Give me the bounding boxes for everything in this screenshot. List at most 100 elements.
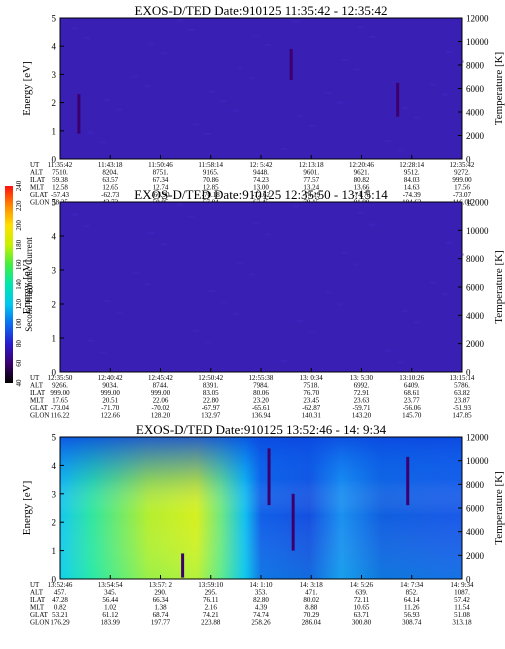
orbit-cell: 290.: [154, 589, 167, 597]
orbit-cell: -74.19: [302, 191, 321, 199]
orbit-cell: -62.73: [101, 191, 120, 199]
orbit-table: UT 12:35:50 12:40:42 12:45:42 12:50:42 12:55:…: [30, 374, 475, 420]
orbit-cell: 9448.: [253, 169, 269, 177]
y-right-tick-label: 6000: [466, 283, 485, 293]
orbit-row-label: GLAT: [30, 191, 49, 199]
orbit-cell: 23.87: [454, 397, 470, 405]
heatmap-texture-cell: [325, 91, 332, 94]
heatmap-overlay: [60, 437, 462, 579]
heatmap-texture-cell: [208, 289, 215, 292]
heatmap-texture-cell: [88, 131, 95, 134]
heatmap-texture: [60, 202, 464, 364]
heatmap-texture: [60, 18, 464, 152]
orbit-cell: 457.: [54, 589, 67, 597]
heatmap-texture-cell: [132, 75, 139, 78]
heatmap-texture-cell: [160, 243, 167, 246]
orbit-cell: 13.24: [303, 184, 319, 192]
heatmap-texture-cell: [369, 223, 376, 226]
heatmap-texture-cell: [265, 233, 272, 236]
orbit-cell: 76.70: [303, 389, 319, 397]
orbit-cell: 999.00: [50, 389, 70, 397]
orbit-cell: 12:13:18: [299, 161, 324, 169]
y-right-tick-label: 0: [466, 155, 471, 165]
heatmap-fill: [60, 202, 462, 372]
y-right-tick-label: 8000: [466, 480, 485, 490]
y-right-tick-label: 12000: [466, 14, 489, 24]
orbit-cell: 4.39: [255, 604, 268, 612]
heatmap-texture-cell: [176, 19, 183, 22]
y-right-tick-label: 8000: [466, 61, 485, 71]
orbit-cell: 258.26: [251, 619, 271, 627]
orbit-cell: -66.90: [151, 191, 170, 199]
orbit-cell: 197.77: [151, 619, 171, 627]
orbit-row-label: GLAT: [30, 404, 49, 412]
heatmap-texture-cell: [232, 109, 239, 112]
orbit-cell: 11.26: [404, 604, 420, 612]
orbit-cell: 116.22: [51, 412, 70, 420]
orbit-cell: 5786.: [454, 382, 470, 390]
orbit-cell: 9621.: [354, 169, 370, 177]
orbit-cell: 223.88: [201, 619, 221, 627]
heatmap-texture-cell: [337, 303, 344, 306]
colorbar-tick-label: 180: [15, 239, 23, 250]
orbit-cell: 1087.: [454, 589, 470, 597]
orbit-cell: -67.97: [202, 404, 221, 412]
y-tick-label: 2: [52, 518, 57, 528]
heatmap-texture-cell: [337, 101, 344, 104]
orbit-cell: 0.82: [54, 604, 67, 612]
orbit-cell: 295.: [205, 589, 218, 597]
orbit-cell: 70.86: [203, 176, 219, 184]
orbit-cell: 63.57: [102, 176, 118, 184]
streak-mark: [77, 94, 81, 134]
y-tick-label: 1: [52, 546, 57, 556]
orbit-cell: 76.11: [203, 596, 219, 604]
y-right-tick-label: 0: [466, 368, 471, 378]
orbit-cell: -51.93: [453, 404, 472, 412]
orbit-cell: 9034.: [102, 382, 118, 390]
y-right-tick-label: 10000: [466, 37, 489, 47]
orbit-row-label: ALT: [30, 169, 44, 177]
heatmap-texture-cell: [397, 149, 404, 152]
heatmap-texture-cell: [116, 311, 123, 314]
orbit-cell: 300.80: [352, 619, 372, 627]
y-right-tick-label: 4000: [466, 527, 485, 537]
orbit-cell: 999.00: [151, 389, 171, 397]
orbit-cell: 80.82: [354, 176, 370, 184]
heatmap-texture-cell: [132, 271, 139, 274]
orbit-cell: 17.56: [454, 184, 470, 192]
colorbar-tick-label: 160: [15, 259, 23, 270]
heatmap-texture-cell: [192, 329, 199, 332]
heatmap-texture-cell: [144, 283, 151, 286]
colorbar-tick-label: 200: [15, 220, 23, 231]
heatmap-texture-cell: [220, 301, 227, 304]
orbit-row-label: MLT: [30, 397, 45, 405]
streak-mark: [289, 49, 293, 81]
heatmap-texture-cell: [220, 100, 227, 103]
orbit-cell: 12:35:42: [450, 161, 475, 169]
orbit-cell: 14: 1:10: [249, 581, 273, 589]
streak-mark: [396, 82, 400, 117]
orbit-cell: 140.31: [302, 412, 322, 420]
orbit-cell: 72.11: [354, 596, 370, 604]
orbit-row-label: GLON: [30, 619, 49, 627]
heatmap-texture-cell: [60, 202, 66, 204]
orbit-cell: 12:50:42: [198, 374, 223, 382]
heatmap-texture-cell: [441, 293, 448, 296]
orbit-cell: 345.: [104, 589, 117, 597]
heatmap-texture-cell: [357, 26, 364, 29]
orbit-cell: 14.63: [404, 184, 420, 192]
heatmap-texture-cell: [281, 148, 288, 151]
heatmap-texture-cell: [236, 261, 243, 264]
orbit-cell: 13:59:10: [198, 581, 223, 589]
y-tick-label: 0: [52, 368, 57, 378]
colorbar-ramp: [5, 186, 13, 383]
spectrogram-panel-1: EXOS-D/TED Date:910125 11:35:42 - 12:35:…: [21, 3, 505, 207]
orbit-cell: 13.00: [253, 184, 269, 192]
heatmap-texture-cell: [369, 35, 376, 38]
orbit-cell: 6409.: [404, 382, 420, 390]
orbit-cell: 51.08: [454, 611, 470, 619]
orbit-cell: 999.00: [452, 176, 472, 184]
orbit-cell: 353.: [255, 589, 268, 597]
heatmap-texture-cell: [429, 83, 436, 86]
orbit-cell: 47.28: [52, 596, 68, 604]
